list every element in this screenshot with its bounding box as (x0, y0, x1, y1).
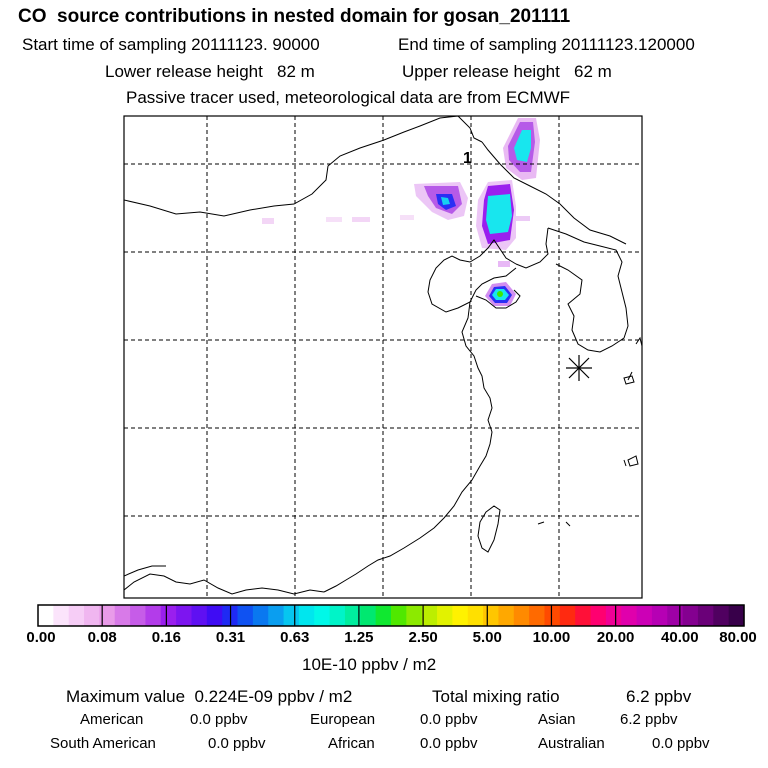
colorbar-tick-label: 0.16 (151, 629, 181, 646)
plume-faint-1 (262, 218, 274, 224)
colorbar-cell (375, 605, 392, 626)
colorbar-cell (237, 605, 254, 626)
lower-release-label: Lower release height 82 m (105, 62, 315, 81)
colorbar-cell (160, 605, 177, 626)
colorbar-cell (268, 605, 285, 626)
total-mixing-label: Total mixing ratio (432, 687, 560, 706)
colorbar-cell (544, 605, 561, 626)
colorbar-cell (651, 605, 668, 626)
colorbar-cell (437, 605, 453, 626)
total-mixing-value: 6.2 ppbv (626, 687, 692, 706)
colorbar-cell (53, 605, 70, 626)
colorbar-tick-label: 0.63 (280, 629, 310, 646)
colorbar-cell (298, 605, 315, 626)
european-value: 0.0 ppbv (420, 711, 478, 728)
colorbar-tick-label: 0.08 (87, 629, 117, 646)
colorbar-cell (391, 605, 407, 626)
american-label: American (80, 711, 144, 728)
australian-label: Australian (538, 735, 605, 752)
tracer-note: Passive tracer used, meteorological data… (126, 88, 571, 107)
colorbar-cell (682, 605, 699, 626)
colorbar-cell (483, 605, 500, 626)
colorbar-tick-label: 10.00 (532, 629, 571, 646)
colorbar-cell (176, 605, 193, 626)
max-value-label: Maximum value 0.224E-09 ppbv / m2 (66, 687, 353, 706)
colorbar-cell (84, 605, 100, 626)
colorbar-cell (145, 605, 162, 626)
colorbar-cell (130, 605, 147, 626)
american-value: 0.0 ppbv (190, 711, 248, 728)
colorbar-cell (728, 605, 745, 626)
colorbar-cell (605, 605, 622, 626)
asian-label: Asian (538, 711, 576, 728)
lat-lon-grid (124, 116, 642, 598)
colorbar-cell (99, 605, 116, 626)
colorbar-cell (38, 605, 54, 626)
colorbar-cell (406, 605, 423, 626)
colorbar-tick-label: 40.00 (661, 629, 699, 646)
australian-value: 0.0 ppbv (652, 735, 710, 752)
colorbar-cell (559, 605, 576, 626)
colorbar-tick-label: 0.31 (215, 629, 246, 646)
colorbar-cell (697, 605, 714, 626)
coastlines (124, 116, 642, 595)
colorbar-cell (713, 605, 730, 626)
colorbar-cell (114, 605, 131, 626)
colorbar-tick-label: 0.00 (26, 629, 56, 646)
colorbar-cell (360, 605, 377, 626)
colorbar-cells (38, 605, 745, 626)
colorbar-cell (590, 605, 607, 626)
start-time-label: Start time of sampling 20111123. 90000 (22, 35, 320, 54)
colorbar-cell (206, 605, 223, 626)
asterisk-receptor-icon (566, 355, 592, 381)
colorbar-tick-label: 20.00 (596, 629, 635, 646)
colorbar-separators (101, 605, 681, 626)
colorbar-cell (667, 605, 684, 626)
african-value: 0.0 ppbv (420, 735, 478, 752)
colorbar-cell (621, 605, 638, 626)
colorbar-tick-label: 80.00 (719, 629, 757, 646)
colorbar-tick-label: 5.00 (472, 629, 502, 646)
african-label: African (328, 735, 375, 752)
upper-release-label: Upper release height 62 m (402, 62, 612, 81)
colorbar-cell (314, 605, 331, 626)
colorbar-cell (498, 605, 515, 626)
colorbar-cell (344, 605, 361, 626)
colorbar-cell (191, 605, 208, 626)
colorbar-cell (329, 605, 346, 626)
map-frame (123, 115, 643, 599)
plot-title: CO source contributions in nested domain… (18, 6, 571, 27)
colorbar-cell (529, 605, 546, 626)
receptor-number-label: 1 (463, 150, 472, 167)
colorbar-cell (452, 605, 469, 626)
end-time-label: End time of sampling 20111123.120000 (398, 35, 695, 54)
south-american-value: 0.0 ppbv (208, 735, 266, 752)
european-label: European (310, 711, 376, 728)
colorbar-cell (283, 605, 300, 626)
colorbar-cell (252, 605, 269, 626)
colorbar-tick-label: 1.25 (344, 629, 374, 646)
colorbar-cell (467, 605, 484, 626)
colorbar-unit: 10E-10 ppbv / m2 (302, 655, 437, 674)
colorbar-cell (575, 605, 592, 626)
colorbar-cell (636, 605, 653, 626)
colorbar-cell (421, 605, 438, 626)
asian-value: 6.2 ppbv (620, 711, 678, 728)
colorbar-cell (513, 605, 530, 626)
colorbar-tick-label: 2.50 (408, 629, 438, 646)
colorbar-frame (37, 604, 745, 627)
south-american-label: South American (50, 735, 156, 752)
colorbar-cell (68, 605, 85, 626)
